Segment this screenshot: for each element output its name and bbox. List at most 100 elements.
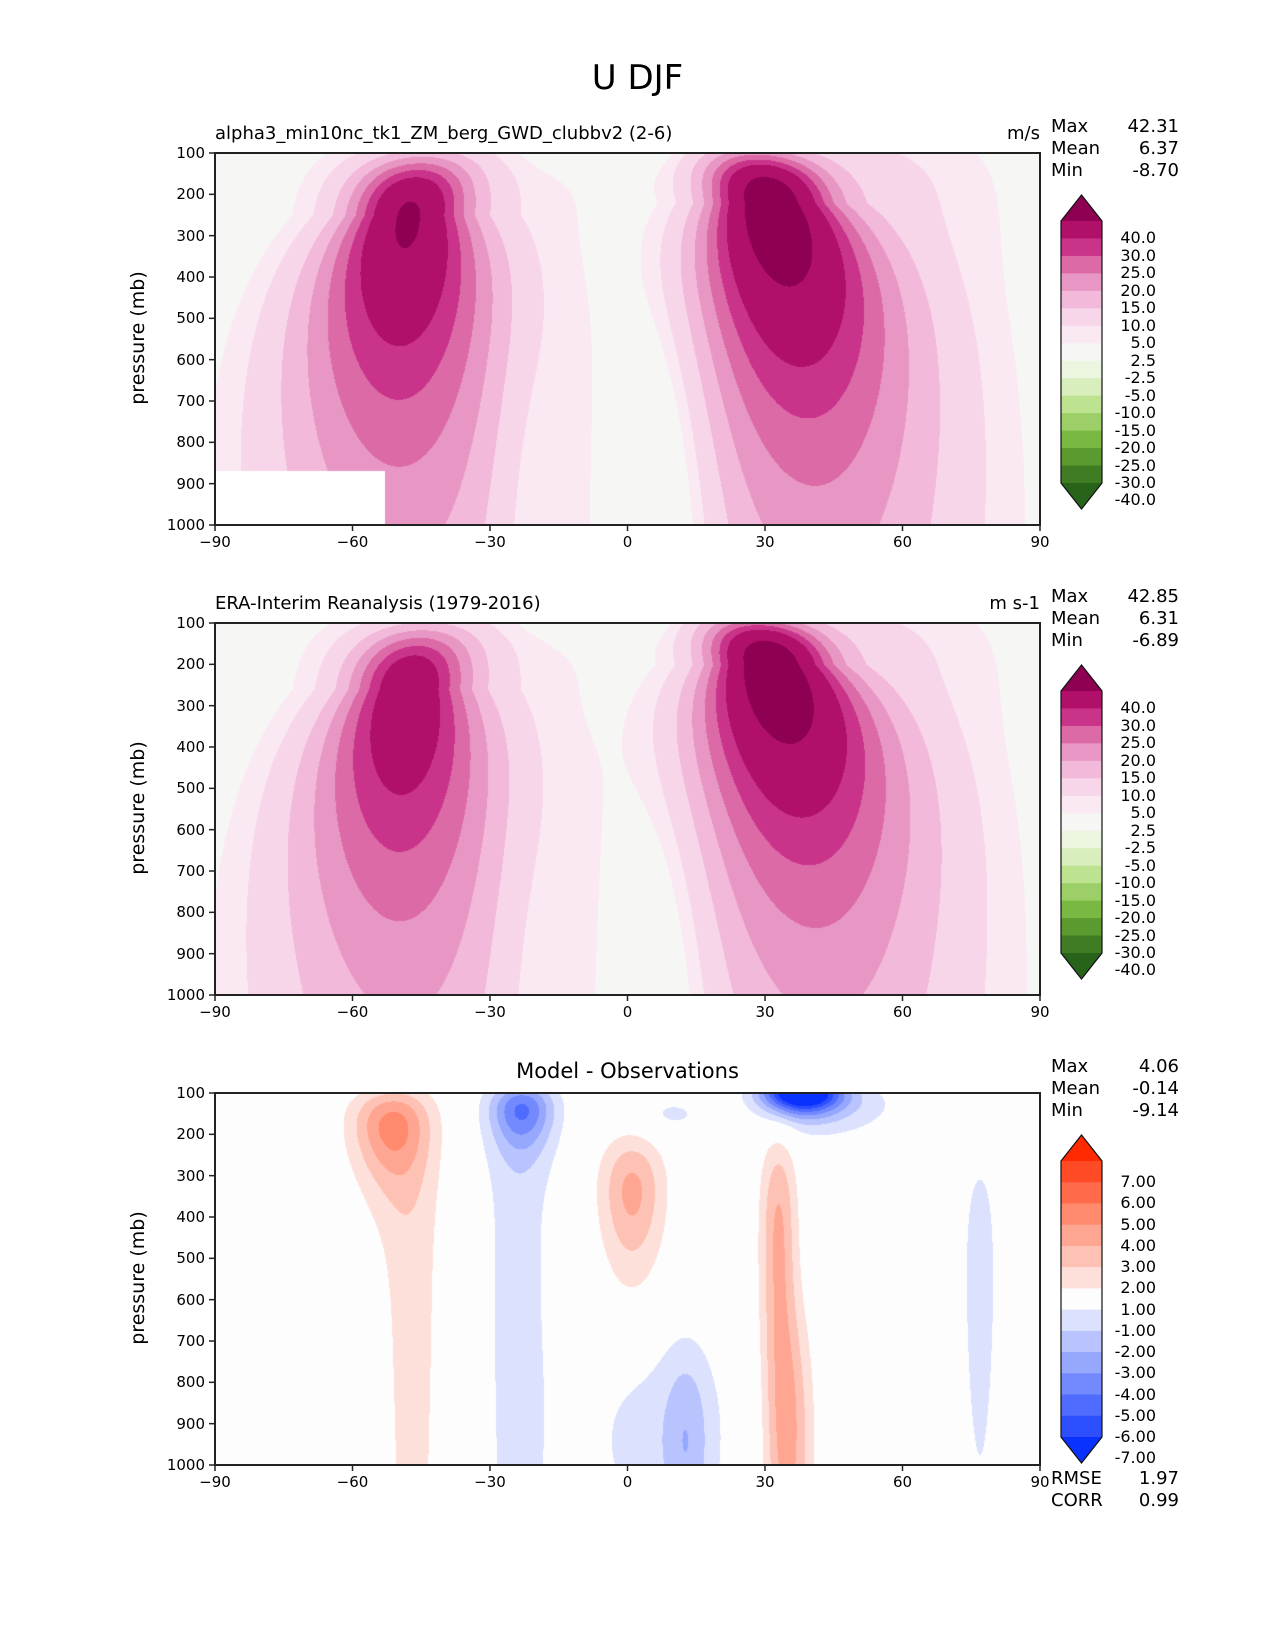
colorbar-band <box>1061 1288 1102 1311</box>
stat-min: Min -6.89 <box>1051 630 1179 652</box>
colorbar-band <box>1061 238 1102 257</box>
colorbar-extend-min <box>1061 1437 1102 1463</box>
x-tick-label: −90 <box>199 1003 231 1021</box>
colorbar <box>1060 194 1103 510</box>
stat-max-label: Max <box>1051 586 1089 607</box>
colorbar-band <box>1061 221 1102 240</box>
colorbar-band <box>1061 708 1102 727</box>
y-tick-label: 700 <box>176 392 205 410</box>
plot-frame <box>214 152 1041 526</box>
x-tick-label: 30 <box>755 533 775 551</box>
colorbar-tick-label: -30.0 <box>1114 473 1156 492</box>
stat-mean-label: Mean <box>1051 138 1101 159</box>
stat-min-value: -6.89 <box>1132 630 1179 651</box>
axes <box>209 152 1041 531</box>
colorbar-extend-min <box>1061 483 1102 509</box>
y-tick-label: 900 <box>176 474 205 493</box>
stat-min-label: Min <box>1051 1100 1083 1121</box>
colorbar-band <box>1061 413 1102 432</box>
contour-field <box>215 1093 1040 1465</box>
colorbar-tick-label: -3.00 <box>1114 1363 1156 1383</box>
y-tick-label: 500 <box>176 779 205 798</box>
colorbar-band <box>1061 830 1102 849</box>
x-tick-label: 30 <box>755 1003 775 1021</box>
y-tick-label: 700 <box>176 862 205 880</box>
stat-mean-label: Mean <box>1051 1078 1101 1099</box>
colorbar-tick-label: -2.5 <box>1124 838 1156 858</box>
colorbar-tick-label: -5.00 <box>1114 1405 1156 1425</box>
colorbar-band <box>1061 1373 1102 1396</box>
colorbar-band <box>1061 395 1102 414</box>
colorbar-band <box>1061 448 1102 467</box>
y-tick-label: 200 <box>176 185 205 204</box>
colorbar-outline <box>1060 1134 1103 1464</box>
stat-max-label: Max <box>1051 1056 1089 1077</box>
colorbar-extend-min <box>1061 953 1102 979</box>
colorbar-band <box>1061 430 1102 449</box>
stat-max: Max 4.06 <box>1051 1056 1179 1078</box>
colorbar-tick-label: -15.0 <box>1114 890 1156 910</box>
colorbar-tick-label: 2.5 <box>1130 350 1156 370</box>
y-tick-label: 200 <box>176 1125 205 1144</box>
x-tick-label: −30 <box>474 1473 506 1491</box>
y-tick-label: 500 <box>176 309 205 328</box>
colorbar-tick-label: 30.0 <box>1120 245 1156 265</box>
colorbar-tick-label: 7.00 <box>1120 1172 1156 1192</box>
colorbar-tick-label: -30.0 <box>1114 943 1156 962</box>
panel-title: ERA-Interim Reanalysis (1979-2016) <box>215 593 541 614</box>
colorbar-band <box>1061 1203 1102 1226</box>
x-tick-label: 60 <box>892 1003 913 1021</box>
colorbar-tick-label: 1.00 <box>1120 1299 1156 1319</box>
metric-corr-label: CORR <box>1051 1490 1103 1511</box>
stat-mean: Mean 6.37 <box>1051 138 1179 160</box>
x-tick-label: 0 <box>622 533 633 551</box>
colorbar-tick-label: 30.0 <box>1120 715 1156 735</box>
metric-rmse: RMSE 1.97 <box>1051 1468 1179 1490</box>
colorbar-band <box>1061 465 1102 484</box>
panel-title: Model - Observations <box>516 1059 739 1083</box>
colorbar-band <box>1061 778 1102 797</box>
colorbar-tick-label: 10.0 <box>1120 315 1156 335</box>
colorbar-tick-label: 40.0 <box>1120 698 1156 718</box>
metric-rmse-value: 1.97 <box>1138 1468 1179 1489</box>
colorbar-extend-max <box>1061 195 1102 221</box>
colorbar-tick-label: -20.0 <box>1114 438 1156 458</box>
figure-title: U DJF <box>591 58 684 98</box>
colorbar-tick-label: -20.0 <box>1114 908 1156 928</box>
colorbar-tick-label: 5.0 <box>1130 803 1156 823</box>
stat-min: Min -8.70 <box>1051 160 1179 182</box>
colorbar-tick-label: -1.00 <box>1114 1320 1156 1340</box>
x-tick-label: −90 <box>199 1473 231 1491</box>
colorbar-tick-label: -2.00 <box>1114 1342 1156 1362</box>
contour-field <box>215 153 1040 525</box>
colorbar-band <box>1061 325 1102 344</box>
y-tick-label: 600 <box>176 350 205 369</box>
colorbar-band <box>1061 360 1102 379</box>
metrics-box: RMSE 1.97 CORR 0.99 <box>1051 1468 1179 1512</box>
x-tick-label: −60 <box>336 533 369 551</box>
stat-mean: Mean 6.31 <box>1051 608 1179 630</box>
colorbar-band <box>1061 865 1102 884</box>
x-tick-label: 60 <box>892 533 913 551</box>
colorbar-band <box>1061 691 1102 710</box>
x-tick-label: 0 <box>622 1003 633 1021</box>
metric-corr-value: 0.99 <box>1138 1490 1179 1511</box>
colorbar-band <box>1061 900 1102 919</box>
colorbar-band <box>1061 343 1102 362</box>
x-tick-label: 30 <box>755 1473 775 1491</box>
colorbar-band <box>1061 1330 1102 1353</box>
metric-corr: CORR 0.99 <box>1051 1490 1179 1512</box>
y-tick-label: 300 <box>176 696 205 715</box>
axes <box>209 1092 1041 1471</box>
x-tick-label: −30 <box>474 533 506 551</box>
stat-min: Min -9.14 <box>1051 1100 1179 1122</box>
y-tick-label: 800 <box>176 1373 205 1392</box>
y-tick-label: 100 <box>176 144 205 162</box>
stats-box: Max 4.06 Mean -0.14 Min -9.14 <box>1051 1056 1179 1122</box>
x-tick-label: −30 <box>474 1003 506 1021</box>
stat-min-value: -9.14 <box>1132 1100 1179 1121</box>
y-tick-label: 900 <box>176 1414 205 1433</box>
x-tick-label: 60 <box>892 1473 913 1491</box>
colorbar-tick-label: 10.0 <box>1120 785 1156 805</box>
colorbar-band <box>1061 290 1102 309</box>
